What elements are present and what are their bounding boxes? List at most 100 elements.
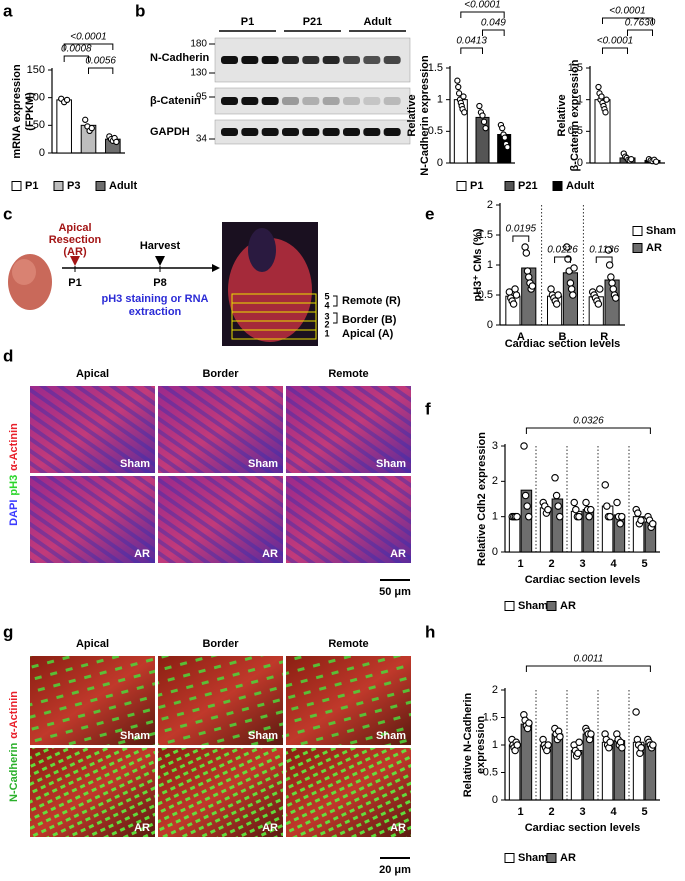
y-axis-label: Relative xyxy=(406,94,418,136)
data-point xyxy=(479,112,486,119)
level-box xyxy=(231,329,317,340)
data-point xyxy=(605,261,614,269)
y-tick-label: 1.5 xyxy=(428,62,443,74)
p-value: 0.0011 xyxy=(573,654,603,665)
bar xyxy=(601,505,614,553)
data-point xyxy=(604,246,613,254)
data-point xyxy=(618,512,626,521)
x-tick-label: 2 xyxy=(548,806,554,818)
data-point xyxy=(461,109,468,116)
legend-swatch xyxy=(552,181,563,191)
bar xyxy=(520,723,533,801)
blot-band xyxy=(302,97,320,105)
data-point xyxy=(556,512,564,521)
lane-group: P1 xyxy=(241,16,254,28)
blot-band xyxy=(241,97,259,105)
data-point xyxy=(606,512,614,521)
micrograph-texture xyxy=(286,386,411,473)
x-tick-label: 3 xyxy=(579,806,585,818)
p-value: <0.0001 xyxy=(609,6,645,17)
x-tick-label: 5 xyxy=(641,806,647,818)
data-point xyxy=(512,291,521,299)
data-point xyxy=(504,144,511,151)
y-tick-label: 1 xyxy=(492,739,498,751)
data-point xyxy=(551,474,559,482)
bar xyxy=(520,489,533,553)
stain-name: DAPI xyxy=(8,500,20,526)
data-point xyxy=(572,505,580,514)
blot-band xyxy=(383,56,401,64)
y-axis-label: mRNA expression xyxy=(11,64,23,159)
data-point xyxy=(569,291,577,299)
p-value: 0.0008 xyxy=(61,44,92,55)
x-tick-label: 5 xyxy=(641,558,647,570)
significance-bracket xyxy=(602,47,628,54)
data-point xyxy=(567,285,576,293)
data-point xyxy=(455,90,463,97)
blot-band xyxy=(282,56,299,64)
stain-label: N-Cadherin α-Actinin xyxy=(8,691,20,802)
panel-letter: g xyxy=(3,622,13,641)
y-tick-label: 1 xyxy=(492,511,498,523)
stain-name: N-Cadherin xyxy=(8,742,20,802)
y-tick-label: 0 xyxy=(487,319,493,331)
brace xyxy=(333,295,338,324)
level-number: 2 xyxy=(324,319,329,329)
data-point xyxy=(582,498,590,507)
heart-chamber xyxy=(248,228,276,272)
y-tick-label: 0 xyxy=(492,546,498,558)
data-point xyxy=(554,502,562,510)
panel-letter: c xyxy=(3,204,12,223)
y-tick-label: 2 xyxy=(492,475,498,487)
stain-name: pH3 xyxy=(8,475,20,496)
data-point xyxy=(601,481,609,489)
x-tick-label: 1 xyxy=(517,558,523,570)
x-tick-label: 3 xyxy=(579,558,585,570)
panel-letter: h xyxy=(425,622,435,641)
data-point xyxy=(574,749,582,757)
harvest-marker xyxy=(155,256,165,266)
micrograph-texture xyxy=(286,656,411,745)
mw-marker: 95 xyxy=(196,92,208,103)
y-tick-label: 0 xyxy=(492,794,498,806)
data-point xyxy=(113,138,120,146)
blot-row-label: GAPDH xyxy=(150,126,190,138)
legend-label: Adult xyxy=(566,180,594,192)
data-point xyxy=(587,505,595,514)
data-point xyxy=(547,285,555,293)
y-axis-label: pH3⁺ CMs (%) xyxy=(472,228,484,301)
data-point xyxy=(554,291,562,299)
blot-band xyxy=(261,56,279,64)
x-tick-label: 4 xyxy=(610,558,617,570)
micrograph-texture xyxy=(158,476,283,563)
micrograph-texture xyxy=(30,386,155,473)
blot-band xyxy=(343,56,360,64)
significance-bracket xyxy=(482,29,505,36)
micrograph-texture xyxy=(286,748,411,837)
data-point xyxy=(594,300,603,308)
data-point xyxy=(88,124,95,132)
legend-label: P1 xyxy=(470,180,483,192)
column-title: Apical xyxy=(76,368,109,380)
data-point xyxy=(499,125,506,132)
level-label: Remote (R) xyxy=(342,295,401,307)
blot-band xyxy=(261,128,279,136)
y-tick-label: 1.5 xyxy=(568,62,583,74)
column-title: Border xyxy=(202,638,239,650)
data-point xyxy=(634,509,642,517)
legend-label: AR xyxy=(560,600,576,612)
panel-letter: d xyxy=(3,346,13,365)
y-axis-label: N-Cadherin expression xyxy=(419,55,431,176)
blot-band xyxy=(221,128,238,136)
panel-letter: f xyxy=(425,399,431,418)
data-point xyxy=(501,134,508,141)
y-tick-label: 0.5 xyxy=(478,289,493,301)
y-tick-label: 2 xyxy=(492,684,498,696)
blot-band xyxy=(343,128,360,136)
level-number: 1 xyxy=(324,328,329,338)
significance-bracket xyxy=(525,427,651,434)
data-point xyxy=(595,83,602,91)
timeline-arrow xyxy=(212,264,220,272)
data-point xyxy=(632,708,640,716)
level-number: 3 xyxy=(324,311,329,321)
